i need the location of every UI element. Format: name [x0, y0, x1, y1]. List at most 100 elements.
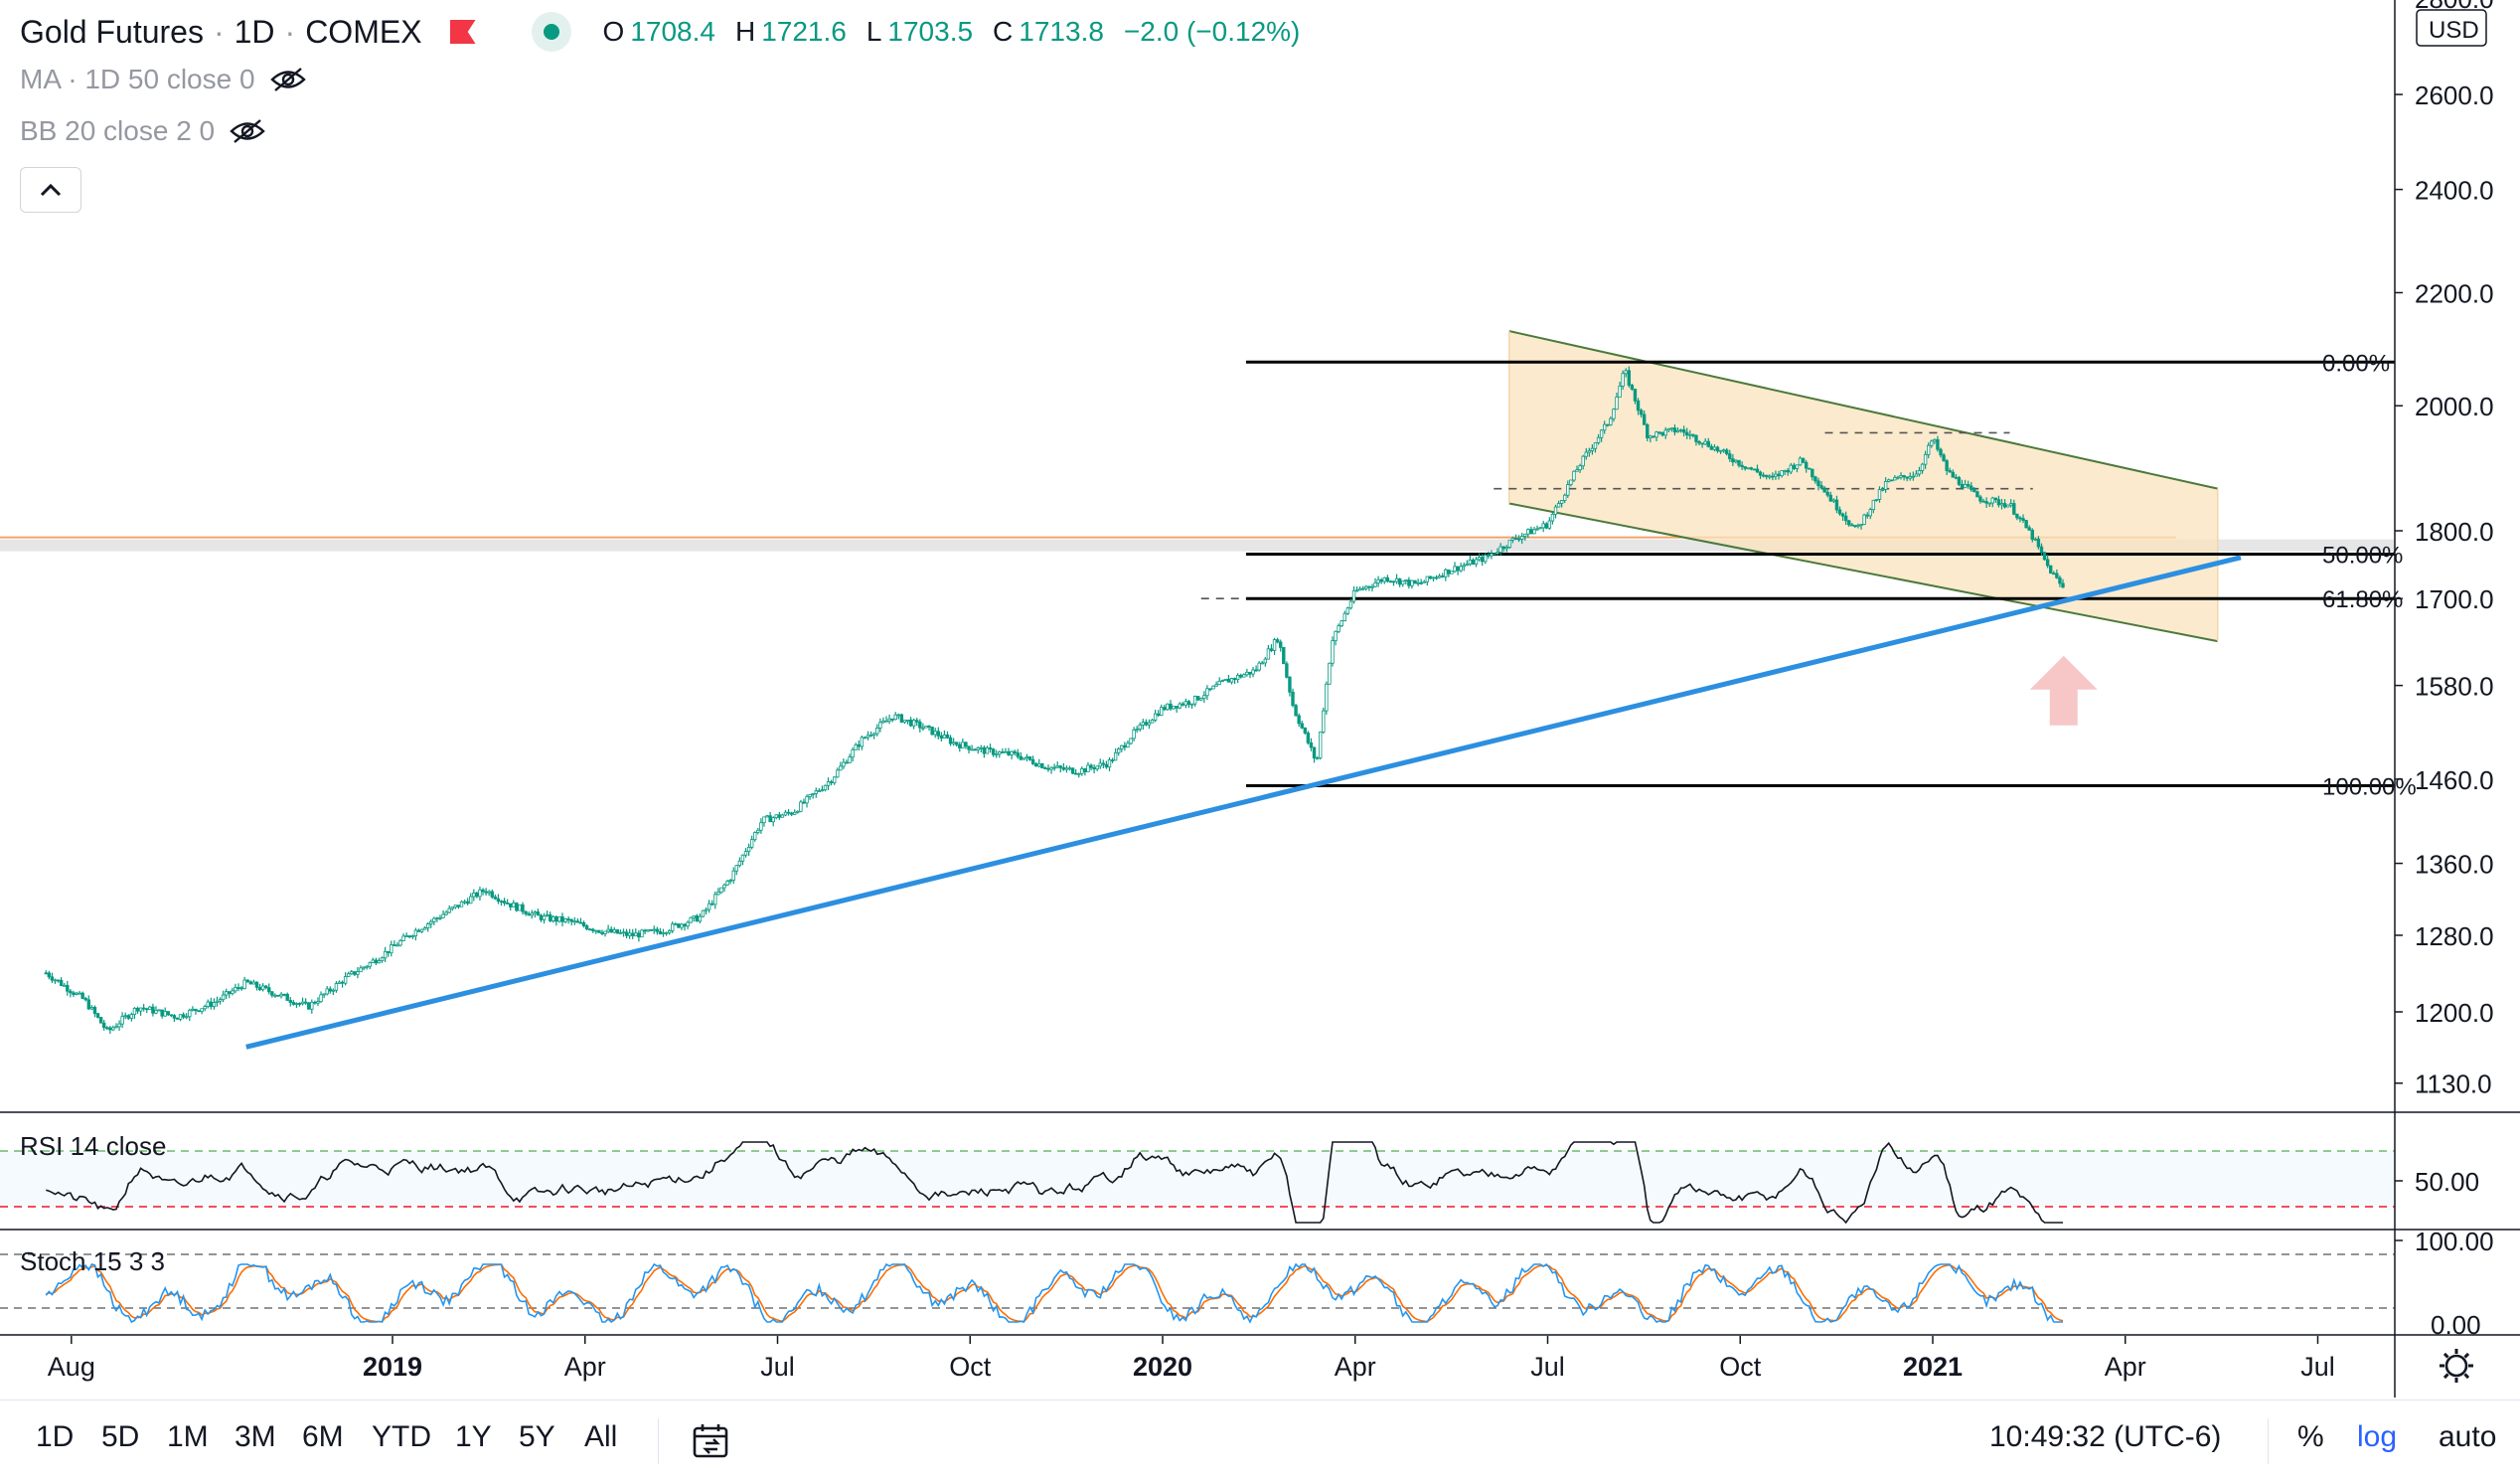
price-candle-body [316, 1001, 320, 1004]
price-candle-body [285, 994, 289, 1001]
price-candle-body [566, 918, 570, 920]
range-5d-button[interactable]: 5D [101, 1420, 140, 1453]
hidden-eye-icon[interactable] [269, 67, 307, 92]
price-candle-body [435, 917, 439, 920]
range-all-button[interactable]: All [584, 1420, 618, 1453]
fib-level-label: 61.80% [2322, 586, 2403, 613]
stoch-label[interactable]: Stoch 15 3 3 [20, 1246, 165, 1276]
percent-scale-button[interactable]: % [2297, 1420, 2324, 1453]
price-candle-body [347, 973, 351, 977]
price-candle-body [554, 916, 558, 922]
price-candle-body [279, 993, 283, 997]
price-candle-body [1587, 450, 1592, 453]
price-candle-body [1040, 763, 1044, 768]
flag-icon[interactable] [449, 20, 476, 44]
price-candle-body [1743, 466, 1747, 469]
price-candle-body [1822, 487, 1826, 493]
price-candle-body [814, 790, 818, 794]
price-candle-body [1843, 515, 1848, 522]
price-candle-body [1172, 706, 1176, 710]
range-1d-button[interactable]: 1D [36, 1420, 75, 1453]
price-candle-body [985, 747, 990, 754]
stoch-k-line [45, 1262, 2063, 1324]
collapse-legend-button[interactable] [20, 167, 81, 213]
price-candle-body [958, 743, 962, 748]
price-candle-body [509, 903, 513, 907]
price-candle-body [1254, 669, 1258, 672]
time-tick-label: Oct [949, 1352, 992, 1382]
price-candle-body [998, 751, 1002, 755]
price-candle-body [1357, 587, 1362, 591]
price-candle-body [1780, 470, 1784, 477]
price-candle-body [2036, 538, 2041, 548]
price-candle-body [117, 1023, 121, 1028]
price-candle-body [871, 733, 876, 736]
price-candle-body [1755, 468, 1760, 473]
bb-indicator-legend[interactable]: BB 20 close 2 0 [20, 115, 266, 147]
price-candle-body [157, 1009, 161, 1012]
price-candle-body [145, 1008, 149, 1011]
gear-icon[interactable] [2440, 1349, 2473, 1383]
price-candle-body [1569, 479, 1573, 485]
price-candle-body [98, 1017, 103, 1024]
price-candle-body [1825, 491, 1829, 496]
range-ytd-button[interactable]: YTD [372, 1420, 431, 1453]
price-candle-body [970, 748, 974, 751]
price-candle-body [1948, 470, 1952, 473]
price-candle-body [1654, 431, 1658, 438]
range-3m-button[interactable]: 3M [235, 1420, 276, 1453]
price-candle-body [1257, 662, 1261, 671]
range-1m-button[interactable]: 1M [167, 1420, 209, 1453]
price-candle-body [1905, 476, 1909, 479]
price-candle-body [701, 909, 706, 917]
time-tick-label: Aug [48, 1352, 95, 1382]
price-candle-body [680, 923, 684, 928]
range-5y-button[interactable]: 5Y [519, 1420, 555, 1453]
price-candle-body [1819, 485, 1823, 489]
chevron-up-icon [40, 183, 62, 197]
price-candle-body [587, 928, 592, 931]
price-candle-body [1808, 467, 1811, 470]
price-candle-body [1507, 539, 1512, 548]
price-candle-body [683, 923, 687, 927]
price-candle-body [1334, 630, 1338, 642]
price-candle-body [447, 907, 451, 913]
price-candle-body [1685, 431, 1689, 436]
price-candle-body [1186, 701, 1191, 706]
hidden-eye-icon[interactable] [229, 118, 266, 144]
price-candle-body [1217, 681, 1221, 686]
price-candle-body [548, 913, 552, 921]
price-candle-body [407, 935, 411, 937]
price-candle-body [1669, 427, 1674, 430]
range-1y-button[interactable]: 1Y [455, 1420, 492, 1453]
range-6m-button[interactable]: 6M [302, 1420, 344, 1453]
price-candle-body [163, 1011, 167, 1017]
auto-scale-button[interactable]: auto [2439, 1420, 2497, 1453]
symbol-legend[interactable]: Gold Futures · 1D · COMEX O 1708.4 H 1721.… [20, 10, 1300, 54]
price-candle-body [1837, 509, 1842, 515]
price-candle-body [1049, 766, 1053, 770]
price-candle-body [799, 801, 803, 812]
price-candle-body [1758, 471, 1763, 476]
price-candle-body [820, 789, 825, 792]
price-candle-body [1055, 765, 1059, 768]
calendar-goto-icon[interactable] [692, 1422, 731, 1460]
price-candle-body [297, 1003, 302, 1005]
time-tick-label: Apr [1335, 1352, 1376, 1382]
price-candle-body [1098, 762, 1102, 767]
channel-upper-line [1508, 330, 2218, 490]
market-status-icon[interactable] [531, 12, 571, 52]
price-candle-body [1639, 410, 1644, 415]
log-scale-button[interactable]: log [2357, 1420, 2398, 1453]
ma-indicator-legend[interactable]: MA · 1D 50 close 0 [20, 64, 307, 95]
price-candle-body [1113, 751, 1118, 761]
price-candle-body [1660, 431, 1664, 436]
rsi-label[interactable]: RSI 14 close [20, 1131, 167, 1161]
open-value: 1708.4 [630, 16, 715, 47]
clock-timezone[interactable]: 10:49:32 (UTC-6) [1989, 1420, 2222, 1453]
price-candle-body [603, 930, 607, 934]
price-candle-body [823, 784, 828, 791]
price-candle-body [2002, 503, 2007, 508]
price-candle-body [257, 986, 262, 991]
